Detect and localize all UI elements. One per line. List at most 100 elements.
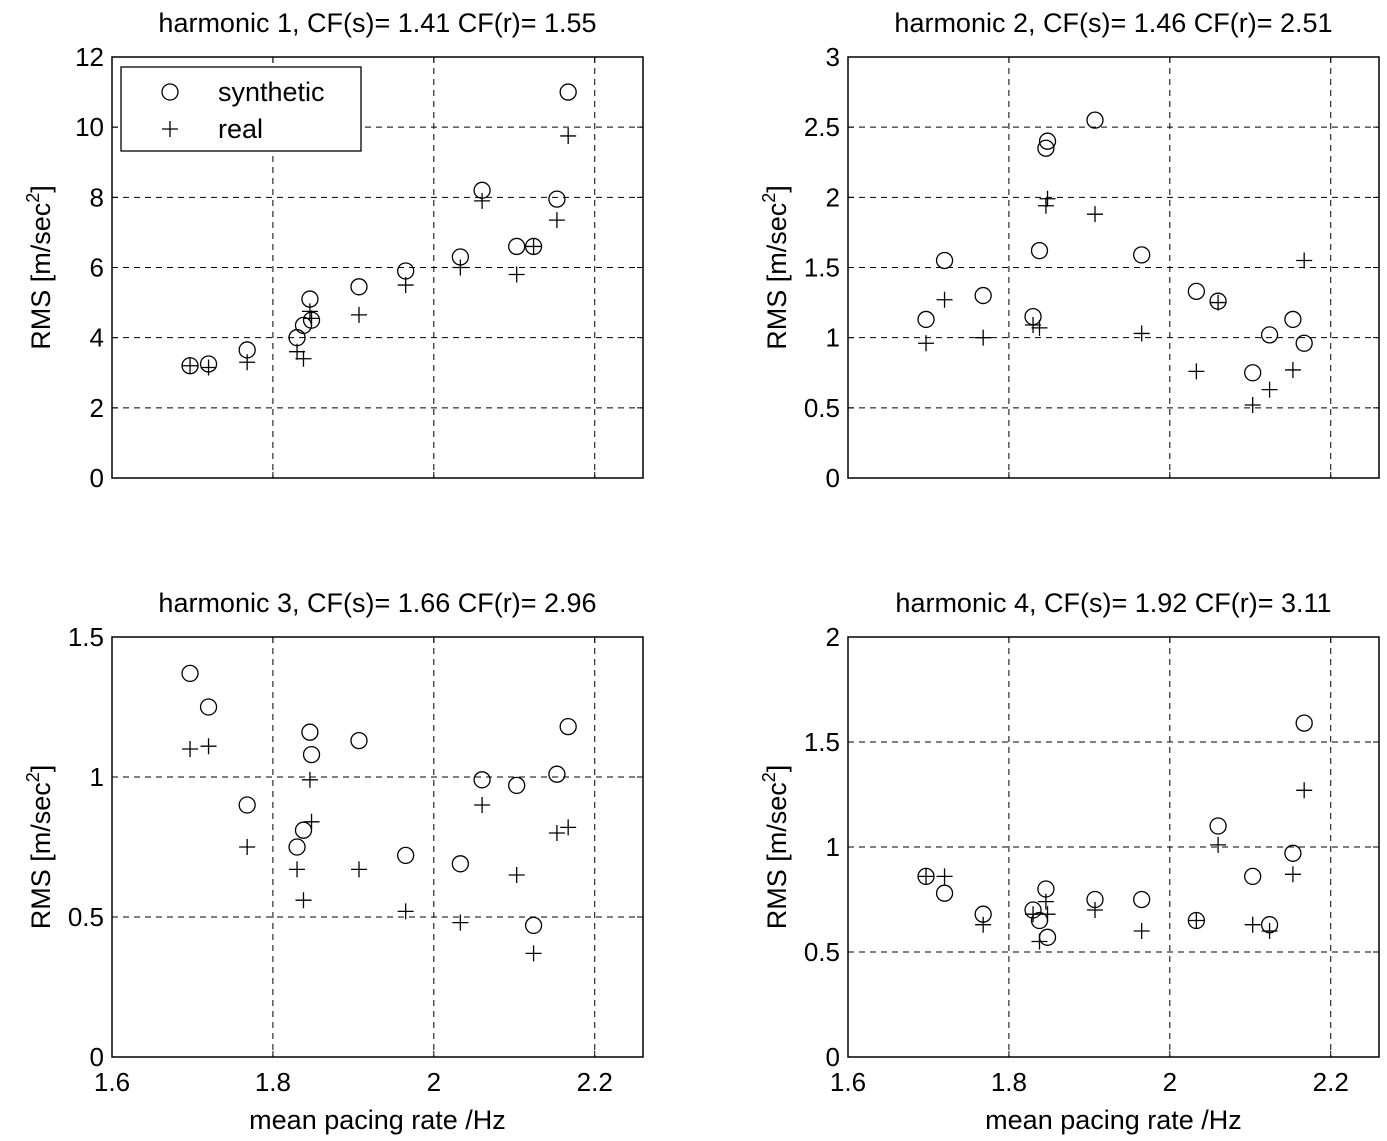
marker-real <box>301 303 318 320</box>
marker-real <box>295 892 312 909</box>
x-axis-label: mean pacing rate /Hz <box>249 1105 506 1135</box>
marker-synthetic <box>548 765 566 783</box>
marker-synthetic <box>451 855 470 873</box>
marker-real <box>975 329 992 346</box>
marker-real <box>350 861 367 878</box>
y-tick-label: 1.5 <box>804 253 840 283</box>
marker-synthetic <box>238 796 256 814</box>
chart-panel-harmonic-4: 0 0.5 1 1.5 2 1.6 1.8 2 2.2 harmonic 4, CF(s)= 1.… <box>759 588 1380 1135</box>
chart-title: harmonic 4, CF(s)= 1.92 CF(r)= 3.11 <box>895 588 1331 618</box>
y-tick-label: 2 <box>826 622 840 652</box>
chart-title: harmonic 3, CF(s)= 1.66 CF(r)= 2.96 <box>158 588 596 618</box>
marker-real <box>975 916 992 933</box>
legend-marker-synthetic <box>161 83 179 101</box>
marker-real <box>1210 836 1227 853</box>
marker-real <box>239 839 256 855</box>
y-axis-label-end: ] <box>762 765 792 773</box>
marker-real <box>1039 906 1056 923</box>
marker-real <box>182 741 199 757</box>
x-tick-label: 1.8 <box>991 1067 1027 1097</box>
y-axis-label-superscript: 2 <box>759 772 779 782</box>
marker-real <box>1210 294 1227 311</box>
marker-synthetic <box>302 745 321 764</box>
y-tick-label: 1 <box>826 323 840 353</box>
marker-real <box>239 354 256 371</box>
marker-synthetic <box>301 723 319 741</box>
marker-real <box>1039 190 1056 207</box>
marker-real <box>295 350 312 367</box>
marker-synthetic <box>1086 111 1104 129</box>
y-tick-label: 2 <box>90 393 104 423</box>
marker-synthetic <box>935 884 954 902</box>
marker-real <box>397 277 414 294</box>
y-tick-label: 3 <box>826 42 840 72</box>
marker-real <box>1133 923 1150 939</box>
chart-panel-harmonic-1: 0 2 4 6 8 10 12 harmonic 1, CF(s)= 1.41 CF(r)= … <box>23 8 644 493</box>
y-axis-label: RMS [m/sec2] <box>23 765 56 930</box>
y-tick-label: 10 <box>75 112 104 142</box>
marker-synthetic <box>350 278 368 296</box>
x-tick-label: 2.2 <box>577 1067 613 1097</box>
marker-synthetic <box>548 190 566 208</box>
marker-synthetic <box>1209 817 1227 835</box>
chart-panel-harmonic-2: 0 0.5 1 1.5 2 2.5 3 harmonic 2, CF(s)= 1.46 CF(… <box>759 8 1380 493</box>
marker-synthetic <box>1030 242 1049 260</box>
marker-real <box>560 819 577 836</box>
marker-real <box>1296 252 1313 269</box>
marker-synthetic <box>1260 326 1279 344</box>
marker-real <box>1087 902 1103 918</box>
marker-real <box>474 797 491 813</box>
marker-synthetic <box>508 776 526 795</box>
y-axis-label-text: RMS [m/sec <box>26 782 56 929</box>
marker-synthetic <box>1244 364 1262 382</box>
marker-real <box>936 291 953 308</box>
marker-synthetic <box>350 731 368 750</box>
marker-real <box>303 310 320 327</box>
marker-real <box>200 738 217 755</box>
x-tick-label: 1.6 <box>94 1067 130 1097</box>
marker-real <box>1284 866 1301 883</box>
marker-real <box>1261 923 1278 939</box>
marker-real <box>1188 363 1205 380</box>
y-axis-label-text: RMS [m/sec <box>762 782 792 929</box>
marker-real <box>1244 916 1261 933</box>
x-tick-label: 2 <box>427 1067 441 1097</box>
y-axis-label-text: RMS [m/sec <box>26 203 56 350</box>
y-axis-label-superscript: 2 <box>23 772 43 782</box>
marker-synthetic <box>397 846 415 865</box>
marker-real <box>301 771 318 788</box>
y-axis-label: RMS [m/sec2] <box>23 185 56 350</box>
marker-synthetic <box>294 821 313 839</box>
marker-synthetic <box>559 83 577 101</box>
marker-real <box>1133 325 1150 342</box>
y-axis-label: RMS [m/sec2] <box>759 765 792 930</box>
marker-real <box>200 359 217 376</box>
marker-real <box>1261 381 1278 398</box>
marker-real <box>508 867 525 883</box>
y-axis-label-superscript: 2 <box>759 193 779 203</box>
chart-title: harmonic 1, CF(s)= 1.41 CF(r)= 1.55 <box>158 8 596 38</box>
marker-real <box>918 335 935 352</box>
y-axis-label-end: ] <box>26 765 56 773</box>
marker-synthetic <box>1038 132 1057 150</box>
marker-real <box>1031 933 1048 950</box>
marker-synthetic <box>1244 867 1262 886</box>
marker-synthetic <box>473 771 491 789</box>
y-tick-label: 1 <box>90 762 104 792</box>
y-tick-label: 6 <box>90 253 104 283</box>
marker-synthetic <box>1187 282 1206 301</box>
y-tick-label: 0 <box>826 1042 840 1072</box>
marker-real <box>1188 912 1205 929</box>
marker-synthetic <box>181 664 199 683</box>
marker-real <box>397 903 414 920</box>
marker-synthetic <box>1133 246 1151 264</box>
y-tick-label: 0.5 <box>804 393 840 423</box>
marker-real <box>1037 197 1054 214</box>
marker-real <box>1244 397 1261 414</box>
y-tick-label: 0 <box>90 1042 104 1072</box>
legend-marker-real <box>162 121 178 137</box>
marker-real <box>350 306 367 323</box>
marker-real <box>1025 906 1042 923</box>
marker-real <box>1025 317 1042 334</box>
marker-real <box>182 357 199 374</box>
